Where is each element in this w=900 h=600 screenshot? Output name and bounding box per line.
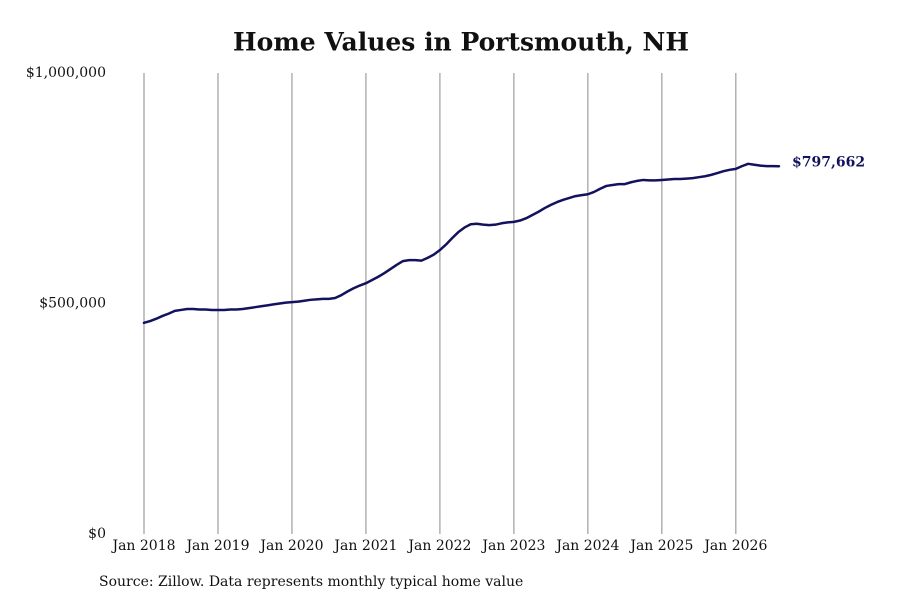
y-tick-label: $1,000,000 [26, 65, 106, 81]
x-tick-label: Jan 2023 [480, 538, 545, 554]
source-note: Source: Zillow. Data represents monthly … [99, 574, 523, 590]
x-tick-label: Jan 2020 [258, 538, 323, 554]
x-tick-label: Jan 2026 [702, 538, 767, 554]
chart-title: Home Values in Portsmouth, NH [233, 28, 689, 57]
x-tick-label: Jan 2019 [184, 538, 249, 554]
y-tick-label: $500,000 [39, 296, 106, 312]
x-tick-label: Jan 2021 [332, 538, 397, 554]
y-tick-label: $0 [88, 526, 106, 542]
x-tick-label: Jan 2024 [554, 538, 619, 554]
x-tick-label: Jan 2025 [628, 538, 693, 554]
line [142, 162, 781, 325]
x-tick-label: Jan 2022 [406, 538, 471, 554]
value-label: $797,662 [792, 154, 865, 170]
x-tick-label: Jan 2018 [110, 538, 175, 554]
